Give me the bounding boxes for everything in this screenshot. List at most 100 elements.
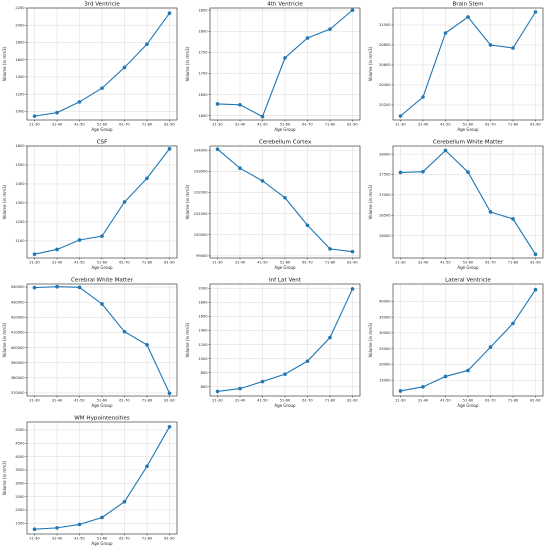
x-tick-label: 41-50 <box>257 123 268 127</box>
grid-lines <box>27 145 177 258</box>
data-point <box>77 522 82 527</box>
data-point <box>55 110 59 115</box>
data-point <box>32 252 37 257</box>
data-point <box>398 170 403 175</box>
data-point <box>32 527 37 531</box>
grid-lines <box>210 284 360 396</box>
x-tick-label: 31-40 <box>418 123 429 127</box>
data-point <box>55 247 59 252</box>
y-tick-label: 400000 <box>11 346 25 350</box>
x-tick-label: 81-90 <box>164 399 175 403</box>
x-tick-label: 21-30 <box>395 399 406 403</box>
data-point <box>260 114 265 119</box>
data-point <box>122 329 127 334</box>
x-axis-label: Age Group <box>274 265 296 270</box>
x-tick-label: 71-80 <box>325 123 336 127</box>
y-tick-label: 1200 <box>15 220 25 224</box>
y-tick-label: 2000 <box>15 508 25 512</box>
x-tick-label: 21-30 <box>395 261 406 265</box>
data-point <box>145 343 149 347</box>
data-point <box>100 515 104 520</box>
x-tick-label: 61-70 <box>119 261 130 265</box>
data-point <box>305 36 310 40</box>
x-axis-label: Age Group <box>91 265 113 270</box>
data-point <box>283 372 287 376</box>
y-axis-label: Volume (in mm3) <box>368 46 373 81</box>
data-point <box>533 10 538 14</box>
data-point <box>32 285 37 290</box>
y-tick-label: 103000 <box>194 170 208 174</box>
y-tick-label: 1600 <box>15 144 25 148</box>
x-tick-label: 51-60 <box>97 261 108 265</box>
x-tick-label: 71-80 <box>142 537 153 541</box>
y-axis-label: Volume (in mm3) <box>368 322 373 357</box>
y-tick-label: 20800 <box>379 43 391 47</box>
chart-title: Cerebellum White Matter <box>433 140 504 146</box>
y-tick-label: 4500 <box>15 442 25 446</box>
x-tick-label: 51-60 <box>463 123 474 127</box>
data-point <box>305 223 310 228</box>
y-axis-label: Volume (in mm3) <box>185 322 190 357</box>
x-tick-label: 51-60 <box>280 399 291 403</box>
data-point <box>398 114 403 118</box>
x-tick-label: 61-70 <box>485 261 496 265</box>
y-axis-label: Volume (in mm3) <box>2 322 7 357</box>
data-point <box>145 464 149 469</box>
y-tick-label: 5000 <box>15 428 25 432</box>
y-tick-label: 430000 <box>11 300 25 304</box>
y-tick-label: 1800 <box>198 301 208 305</box>
y-axis-label: Volume (in mm3) <box>185 184 190 219</box>
x-tick-label: 21-30 <box>212 261 223 265</box>
y-tick-label: 1200 <box>15 92 25 96</box>
data-point <box>421 169 425 174</box>
chart-panel: 21-30 31-40 41-50 51-60 61-70 71-80 81-90 37000… <box>2 278 178 408</box>
chart-title: 4th Ventricle <box>267 2 303 8</box>
chart-title: Inf Lat Vent <box>269 278 302 284</box>
data-point <box>421 95 425 99</box>
x-tick-label: 71-80 <box>508 123 519 127</box>
data-point <box>533 287 538 292</box>
chart-panel: 21-30 31-40 41-50 51-60 61-70 71-80 81-90 1600 1… <box>185 2 361 132</box>
data-point <box>167 11 172 15</box>
data-point <box>398 389 403 393</box>
x-tick-label: 41-50 <box>74 123 85 127</box>
x-tick-label: 51-60 <box>280 261 291 265</box>
x-axis-label: Age Group <box>457 403 479 408</box>
x-tick-label: 71-80 <box>325 261 336 265</box>
y-tick-label: 35000 <box>379 315 391 319</box>
y-tick-label: 3500 <box>15 468 25 472</box>
data-point <box>533 252 538 257</box>
x-tick-label: 51-60 <box>463 261 474 265</box>
x-tick-label: 61-70 <box>485 123 496 127</box>
x-tick-label: 31-40 <box>235 261 246 265</box>
grid-lines <box>393 146 543 258</box>
x-tick-label: 61-70 <box>302 399 313 403</box>
chart-title: Lateral Ventricle <box>445 278 491 284</box>
y-axis-label: Volume (in mm3) <box>2 184 7 219</box>
data-point <box>215 389 220 394</box>
y-tick-label: 1600 <box>198 315 208 319</box>
data-point <box>488 345 493 349</box>
chart-panel: 21-30 31-40 41-50 51-60 61-70 71-80 81-90 1100 1… <box>2 140 178 270</box>
y-tick-label: 20200 <box>379 103 391 107</box>
y-tick-label: 4000 <box>15 455 25 459</box>
y-tick-label: 800 <box>201 371 209 375</box>
data-point <box>55 284 59 289</box>
x-axis-label: Age Group <box>91 127 113 132</box>
x-tick-label: 61-70 <box>302 261 313 265</box>
y-tick-label: 27000 <box>379 193 391 197</box>
x-tick-label: 61-70 <box>119 123 130 127</box>
y-tick-label: 3000 <box>15 482 25 486</box>
x-tick-label: 41-50 <box>440 399 451 403</box>
x-tick-label: 41-50 <box>74 537 85 541</box>
x-tick-label: 21-30 <box>29 261 40 265</box>
chart-title: 3rd Ventricle <box>84 2 120 8</box>
x-tick-label: 61-70 <box>119 399 130 403</box>
x-tick-label: 51-60 <box>280 123 291 127</box>
y-tick-label: 20000 <box>379 363 391 367</box>
data-point <box>283 195 287 200</box>
x-axis-label: Age Group <box>457 265 479 270</box>
y-axis-label: Volume (in mm3) <box>2 46 7 81</box>
y-tick-label: 1600 <box>15 58 25 62</box>
x-tick-label: 31-40 <box>52 537 63 541</box>
